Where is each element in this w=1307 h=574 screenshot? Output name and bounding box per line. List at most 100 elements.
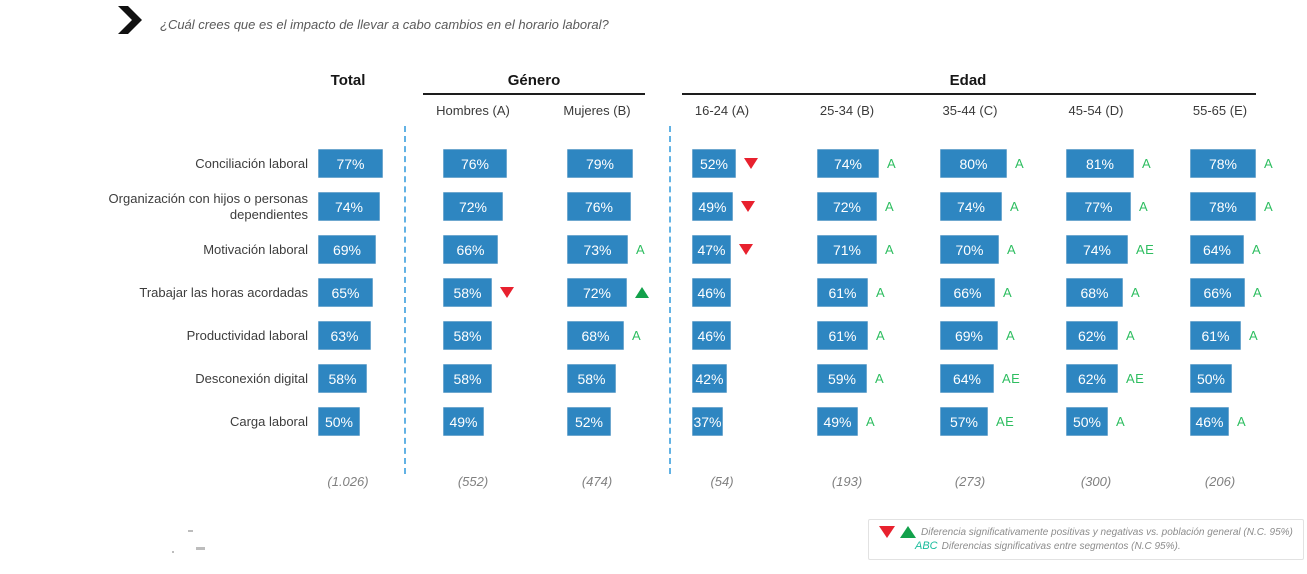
significance-down-icon bbox=[500, 287, 514, 298]
value-bar: 46% bbox=[1190, 407, 1229, 436]
cell-25-34: 59% A bbox=[817, 364, 884, 393]
cell-16-24: 52% bbox=[692, 149, 758, 178]
cell-25-34: 49% A bbox=[817, 407, 875, 436]
cell-55-65: 78% A bbox=[1190, 149, 1273, 178]
cell-16-24: 37% bbox=[692, 407, 723, 436]
group-header-genero: Género bbox=[507, 72, 561, 89]
significance-letters: A bbox=[1249, 328, 1259, 343]
micro-text-artifact bbox=[188, 530, 193, 532]
value-bar: 37% bbox=[692, 407, 723, 436]
cell-total: 63% bbox=[318, 321, 371, 350]
cell-35-44: 66% A bbox=[940, 278, 1012, 307]
significance-letters: A bbox=[1139, 199, 1149, 214]
significance-letters: A bbox=[1003, 285, 1013, 300]
base-size-total: (1.026) bbox=[327, 474, 369, 489]
cell-35-44: 70% A bbox=[940, 235, 1016, 264]
significance-letters: A bbox=[1131, 285, 1141, 300]
value-bar: 42% bbox=[692, 364, 727, 393]
base-size-55-65: (206) bbox=[1204, 474, 1236, 489]
row-label: Productividad laboral bbox=[186, 327, 308, 343]
cell-total: 65% bbox=[318, 278, 373, 307]
value-bar: 50% bbox=[1190, 364, 1232, 393]
column-header-16-24: 16-24 (A) bbox=[694, 103, 750, 118]
cell-mujeres: 79% bbox=[567, 149, 633, 178]
micro-text-artifact bbox=[172, 551, 174, 553]
value-bar: 64% bbox=[940, 364, 994, 393]
cell-mujeres: 58% bbox=[567, 364, 616, 393]
cell-45-54: 62% AE bbox=[1066, 364, 1144, 393]
significance-letters: A bbox=[875, 371, 885, 386]
value-bar: 66% bbox=[1190, 278, 1245, 307]
cell-35-44: 69% A bbox=[940, 321, 1015, 350]
significance-legend: Diferencia significativamente positivas … bbox=[868, 519, 1304, 560]
cell-35-44: 57% AE bbox=[940, 407, 1014, 436]
value-bar: 74% bbox=[940, 192, 1002, 221]
significance-letters: AE bbox=[1136, 242, 1155, 257]
base-size-16-24: (54) bbox=[710, 474, 734, 489]
cell-55-65: 78% A bbox=[1190, 192, 1273, 221]
cell-55-65: 46% A bbox=[1190, 407, 1246, 436]
value-bar: 49% bbox=[692, 192, 733, 221]
value-bar: 50% bbox=[1066, 407, 1108, 436]
value-bar: 50% bbox=[318, 407, 360, 436]
significance-letters: A bbox=[636, 242, 646, 257]
value-bar: 72% bbox=[817, 192, 877, 221]
cell-45-54: 74% AE bbox=[1066, 235, 1154, 264]
significance-letters: A bbox=[1126, 328, 1136, 343]
value-bar: 74% bbox=[318, 192, 380, 221]
cell-mujeres: 52% bbox=[567, 407, 611, 436]
cell-45-54: 62% A bbox=[1066, 321, 1135, 350]
value-bar: 62% bbox=[1066, 321, 1118, 350]
cell-45-54: 77% A bbox=[1066, 192, 1148, 221]
significance-letters: A bbox=[866, 414, 876, 429]
value-bar: 76% bbox=[567, 192, 631, 221]
value-bar: 68% bbox=[1066, 278, 1123, 307]
value-bar: 81% bbox=[1066, 149, 1134, 178]
cell-mujeres: 76% bbox=[567, 192, 631, 221]
cell-hombres: 58% bbox=[443, 321, 492, 350]
value-bar: 69% bbox=[940, 321, 998, 350]
cell-hombres: 49% bbox=[443, 407, 484, 436]
significance-letters: A bbox=[1237, 414, 1247, 429]
significance-letters: A bbox=[1006, 328, 1016, 343]
significance-letters: A bbox=[885, 242, 895, 257]
legend-line-population: Diferencia significativamente positivas … bbox=[879, 526, 1295, 538]
cell-25-34: 74% A bbox=[817, 149, 896, 178]
value-bar: 72% bbox=[443, 192, 503, 221]
significance-letters: A bbox=[1010, 199, 1020, 214]
significance-letters: A bbox=[632, 328, 642, 343]
significance-down-icon bbox=[741, 201, 755, 212]
significance-down-icon bbox=[739, 244, 753, 255]
value-bar: 69% bbox=[318, 235, 376, 264]
cell-25-34: 61% A bbox=[817, 278, 885, 307]
cell-hombres: 72% bbox=[443, 192, 503, 221]
value-bar: 64% bbox=[1190, 235, 1244, 264]
legend-population-text: Diferencia significativamente positivas … bbox=[921, 526, 1293, 538]
value-bar: 74% bbox=[1066, 235, 1128, 264]
cell-total: 50% bbox=[318, 407, 360, 436]
value-bar: 71% bbox=[817, 235, 877, 264]
value-bar: 78% bbox=[1190, 192, 1256, 221]
column-header-25-34: 25-34 (B) bbox=[819, 103, 875, 118]
cell-45-54: 68% A bbox=[1066, 278, 1140, 307]
cell-total: 58% bbox=[318, 364, 367, 393]
cell-45-54: 50% A bbox=[1066, 407, 1125, 436]
row-label: Trabajar las horas acordadas bbox=[139, 284, 308, 300]
column-header-hombres: Hombres (A) bbox=[436, 103, 510, 118]
chevron-right-icon bbox=[118, 6, 142, 34]
row-label: Motivación laboral bbox=[203, 241, 308, 257]
value-bar: 62% bbox=[1066, 364, 1118, 393]
value-bar: 77% bbox=[318, 149, 383, 178]
significance-letters: A bbox=[885, 199, 895, 214]
legend-abc-label: ABC bbox=[915, 540, 938, 552]
value-bar: 58% bbox=[318, 364, 367, 393]
value-bar: 63% bbox=[318, 321, 371, 350]
value-bar: 52% bbox=[692, 149, 736, 178]
row-label: Conciliación laboral bbox=[195, 155, 308, 171]
significance-letters: A bbox=[1264, 199, 1274, 214]
row-label: Carga laboral bbox=[229, 413, 308, 429]
significance-letters: A bbox=[1015, 156, 1025, 171]
value-bar: 61% bbox=[817, 278, 868, 307]
value-bar: 66% bbox=[443, 235, 498, 264]
value-bar: 46% bbox=[692, 278, 731, 307]
